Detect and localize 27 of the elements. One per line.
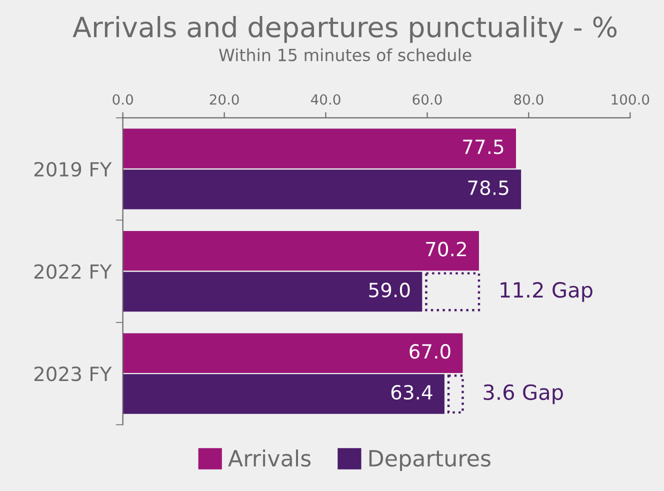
annotation: 3.6 Gap [484, 384, 563, 404]
x-tick-label: 0.0 [112, 94, 133, 105]
annotation: 11.2 Gap [500, 282, 592, 302]
data-label: 59.0 [369, 282, 410, 298]
data-label: 78.5 [468, 180, 508, 196]
y-tick-label: 2019 FY [34, 162, 112, 177]
y-tick-label: 2022 FY [34, 264, 112, 279]
legend-label: Departures [369, 450, 490, 471]
data-label: 70.2 [426, 242, 466, 256]
x-tick-label: 20.0 [210, 94, 239, 105]
x-tick-label: 80.0 [514, 94, 544, 105]
bar [122, 272, 422, 312]
bar [122, 374, 444, 414]
chart-subtitle: Within 15 minutes of schedule [219, 48, 472, 62]
x-tick-label: 100.0 [612, 94, 650, 105]
bar [122, 333, 463, 373]
data-label: 67.0 [410, 344, 450, 359]
bar [122, 230, 479, 271]
chart-title: Arrivals and departures punctuality - % [72, 16, 617, 43]
bar [122, 128, 516, 168]
legend-label: Arrivals [228, 449, 311, 467]
data-label: 63.4 [391, 384, 432, 400]
x-tick-label: 40.0 [310, 94, 340, 105]
data-label: 77.5 [463, 140, 504, 154]
x-tick-label: 60.0 [412, 94, 442, 105]
y-tick-label: 2023 FY [34, 366, 112, 382]
bar [122, 170, 522, 210]
